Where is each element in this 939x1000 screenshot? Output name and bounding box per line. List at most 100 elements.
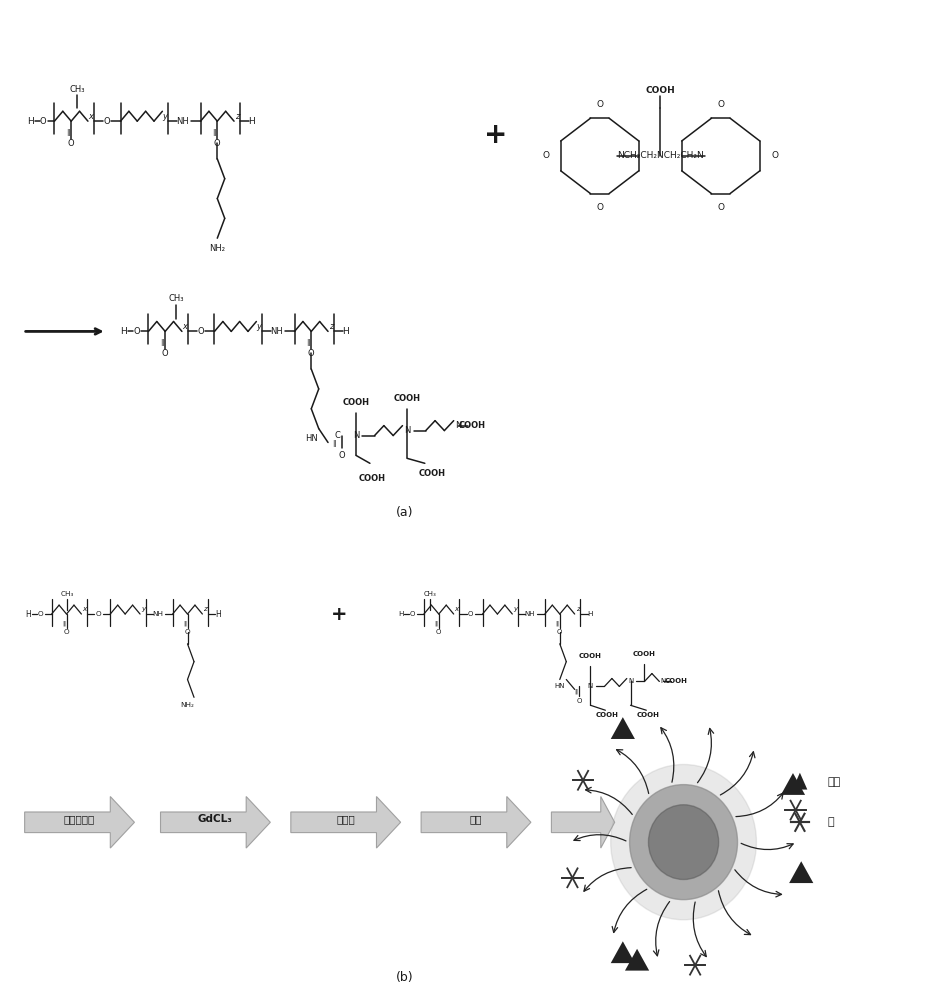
Text: ‖: ‖	[212, 129, 215, 136]
Polygon shape	[610, 717, 635, 739]
Polygon shape	[789, 861, 813, 883]
Text: N: N	[660, 678, 666, 684]
Text: H: H	[588, 611, 593, 617]
Text: O: O	[38, 611, 43, 617]
Text: 纳米沉淀法: 纳米沉淀法	[64, 814, 95, 824]
Text: O: O	[557, 629, 562, 635]
Text: ‖: ‖	[160, 339, 163, 346]
Text: ‖: ‖	[331, 440, 335, 447]
Text: O: O	[596, 100, 603, 109]
Text: (b): (b)	[395, 971, 413, 984]
Polygon shape	[793, 773, 808, 790]
Text: COOH: COOH	[343, 398, 369, 407]
Text: HN: HN	[305, 434, 317, 443]
Polygon shape	[291, 797, 401, 848]
Text: H: H	[215, 610, 221, 619]
Text: NH: NH	[270, 327, 284, 336]
Text: O: O	[197, 327, 204, 336]
Text: C: C	[334, 431, 340, 440]
Polygon shape	[161, 797, 270, 848]
Text: 钆: 钆	[828, 817, 835, 827]
Text: GdCL₃: GdCL₃	[198, 814, 233, 824]
Text: O: O	[339, 451, 346, 460]
Text: H: H	[25, 610, 31, 619]
Text: +: +	[331, 605, 347, 624]
Text: O: O	[40, 117, 47, 126]
Polygon shape	[421, 797, 531, 848]
Circle shape	[629, 785, 737, 900]
Text: x: x	[182, 322, 187, 331]
Text: COOH: COOH	[393, 394, 421, 403]
Text: O: O	[717, 203, 724, 212]
Text: CH₃: CH₃	[424, 591, 437, 597]
Text: O: O	[103, 117, 110, 126]
Text: COOH: COOH	[359, 474, 385, 483]
Circle shape	[610, 764, 757, 920]
Text: COOH: COOH	[596, 712, 619, 718]
Polygon shape	[781, 773, 805, 795]
Text: NCH₂CH₂NCH₂CH₂N: NCH₂CH₂NCH₂CH₂N	[617, 151, 703, 160]
Text: O: O	[436, 629, 441, 635]
Text: x: x	[454, 606, 458, 612]
Text: x: x	[88, 112, 93, 121]
Text: COOH: COOH	[459, 421, 485, 430]
Text: z: z	[329, 322, 333, 331]
Text: N: N	[353, 431, 359, 440]
Text: N: N	[588, 683, 593, 689]
Text: CH₃: CH₃	[61, 591, 74, 597]
Text: N: N	[404, 426, 410, 435]
Polygon shape	[625, 949, 649, 971]
Text: H: H	[398, 611, 404, 617]
Text: ‖: ‖	[574, 689, 577, 694]
Text: NH₂: NH₂	[180, 702, 194, 708]
Text: 抗体: 抗体	[470, 814, 483, 824]
Text: CH₃: CH₃	[69, 85, 85, 94]
Circle shape	[649, 805, 718, 880]
Text: COOH: COOH	[419, 469, 446, 478]
Text: N: N	[455, 421, 462, 430]
Text: x: x	[82, 606, 86, 612]
Text: O: O	[133, 327, 140, 336]
Text: ‖: ‖	[306, 339, 309, 346]
Text: O: O	[64, 629, 69, 635]
Text: ‖: ‖	[66, 129, 69, 136]
Text: NH₂: NH₂	[209, 244, 225, 253]
Text: ‖: ‖	[435, 620, 438, 626]
Text: COOH: COOH	[637, 712, 659, 718]
Text: z: z	[204, 606, 208, 612]
Text: O: O	[410, 611, 415, 617]
Text: NH: NH	[152, 611, 163, 617]
Text: H: H	[343, 327, 349, 336]
Text: y: y	[141, 606, 145, 612]
Text: z: z	[235, 112, 239, 121]
Text: ‖: ‖	[62, 620, 66, 626]
Text: O: O	[543, 151, 549, 160]
Polygon shape	[551, 797, 615, 848]
Text: NH: NH	[525, 611, 535, 617]
Text: COOH: COOH	[645, 86, 675, 95]
Text: O: O	[468, 611, 473, 617]
Text: O: O	[596, 203, 603, 212]
Text: HN: HN	[555, 683, 565, 689]
Text: (a): (a)	[395, 506, 413, 519]
Text: +: +	[484, 121, 507, 149]
Text: NH: NH	[177, 117, 190, 126]
Text: COOH: COOH	[579, 653, 602, 659]
Text: 戊二醛: 戊二醛	[336, 814, 355, 824]
Text: y: y	[162, 112, 168, 121]
Text: z: z	[576, 606, 579, 612]
Polygon shape	[24, 797, 134, 848]
Text: H: H	[27, 117, 34, 126]
Text: H: H	[120, 327, 128, 336]
Text: N: N	[628, 678, 633, 684]
Text: COOH: COOH	[633, 651, 656, 657]
Text: 抗体: 抗体	[828, 777, 841, 787]
Text: COOH: COOH	[665, 678, 687, 684]
Text: y: y	[513, 606, 517, 612]
Text: y: y	[256, 322, 262, 331]
Text: O: O	[162, 349, 168, 358]
Text: O: O	[308, 349, 315, 358]
Text: H: H	[248, 117, 255, 126]
Text: O: O	[717, 100, 724, 109]
Text: O: O	[68, 139, 74, 148]
